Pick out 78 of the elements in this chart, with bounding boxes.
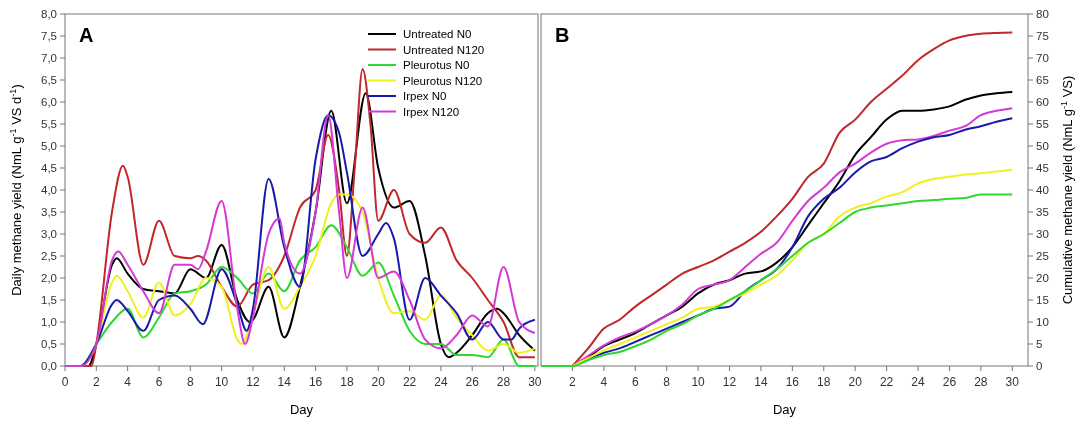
x-tick-label: 18 — [340, 375, 354, 389]
x-tick-label: 4 — [600, 375, 608, 389]
legend-label: Pleurotus N0 — [403, 59, 470, 72]
x-tick-label: 10 — [691, 375, 706, 389]
x-tick-label: 24 — [434, 375, 448, 389]
y2-tick-label: 65 — [1036, 74, 1049, 87]
y-tick-label: 8,0 — [41, 8, 57, 21]
legend-label: Irpex N0 — [403, 90, 447, 103]
x-tick-label: 30 — [528, 375, 542, 389]
y-tick-label: 0,0 — [41, 360, 57, 373]
y2-tick-label: 10 — [1036, 316, 1049, 329]
x-tick-label: 2 — [92, 375, 100, 389]
y-tick-label: 3,0 — [41, 228, 57, 241]
y2-tick-label: 5 — [1036, 338, 1043, 351]
y2-tick-label: 25 — [1036, 250, 1049, 263]
y-tick-label: 7,5 — [41, 30, 57, 43]
y2-tick-label: 15 — [1036, 294, 1049, 307]
line-series — [571, 31, 1014, 367]
y-tick-label: 2,0 — [41, 272, 57, 285]
x-tick-label: 28 — [496, 375, 511, 389]
x-axis-title: Day — [772, 402, 797, 417]
x-tick-label: 10 — [214, 375, 229, 389]
x-tick-label: 12 — [722, 375, 737, 389]
legend-label: Untreated N0 — [403, 28, 472, 41]
y2-tick-label: 55 — [1036, 118, 1049, 131]
line-series — [571, 168, 1014, 367]
y2-tick-label: 30 — [1036, 228, 1049, 241]
x-tick-label: 4 — [124, 375, 132, 389]
x-tick-label: 22 — [879, 375, 894, 389]
x-tick-label: 24 — [911, 375, 926, 389]
legend-label: Untreated N120 — [403, 43, 485, 56]
x-tick-label: 22 — [402, 375, 417, 389]
y-tick-label: 7,0 — [41, 52, 57, 65]
y-tick-label: 1,5 — [41, 294, 57, 307]
x-tick-label: 6 — [631, 375, 639, 389]
y-tick-label: 6,0 — [41, 96, 57, 109]
x-tick-label: 26 — [465, 375, 480, 389]
line-series — [540, 193, 1014, 367]
x-tick-label: 8 — [186, 375, 194, 389]
y-tick-label: 2,5 — [41, 250, 57, 263]
y-tick-label: 4,0 — [41, 184, 57, 197]
y-tick-label: 4,5 — [41, 162, 57, 175]
x-tick-label: 26 — [942, 375, 957, 389]
x-tick-label: 12 — [246, 375, 260, 389]
x-tick-label: 14 — [754, 375, 768, 389]
y-tick-label: 3,5 — [41, 206, 57, 219]
x-tick-label: 16 — [785, 375, 800, 389]
annotation: B — [555, 24, 570, 46]
y2-tick-label: 60 — [1036, 96, 1049, 109]
x-tick-label: 8 — [663, 375, 671, 389]
x-tick-label: 30 — [1005, 375, 1020, 389]
y2-tick-label: 70 — [1036, 52, 1049, 65]
y2-tick-label: 20 — [1036, 272, 1049, 285]
y-tick-label: 1,0 — [41, 316, 57, 329]
x-tick-label: 18 — [817, 375, 831, 389]
y-tick-label: 5,5 — [41, 118, 57, 131]
y2-tick-label: 35 — [1036, 206, 1049, 219]
y2-tick-label: 45 — [1036, 162, 1049, 175]
x-tick-label: 16 — [308, 375, 323, 389]
x-tick-label: 20 — [848, 375, 863, 389]
y2-tick-label: 80 — [1036, 8, 1049, 21]
x-axis-title: Day — [289, 402, 314, 417]
x-tick-label: 6 — [155, 375, 163, 389]
legend-label: Irpex N120 — [403, 105, 460, 118]
annotation: A — [79, 24, 94, 46]
y-tick-label: 5,0 — [41, 140, 57, 153]
y-tick-label: 0,5 — [41, 338, 57, 351]
x-tick-label: 2 — [569, 375, 577, 389]
x-tick-label: 20 — [371, 375, 386, 389]
y2-tick-label: 50 — [1036, 140, 1049, 153]
legend-label: Pleurotus N120 — [403, 74, 483, 87]
y2-tick-label: 40 — [1036, 184, 1049, 197]
x-tick-label: 0 — [61, 375, 69, 389]
y2-tick-label: 0 — [1036, 360, 1043, 373]
y-tick-label: 6,5 — [41, 74, 57, 87]
y2-tick-label: 75 — [1036, 30, 1049, 43]
x-tick-label: 14 — [277, 375, 292, 389]
x-tick-label: 28 — [974, 375, 988, 389]
